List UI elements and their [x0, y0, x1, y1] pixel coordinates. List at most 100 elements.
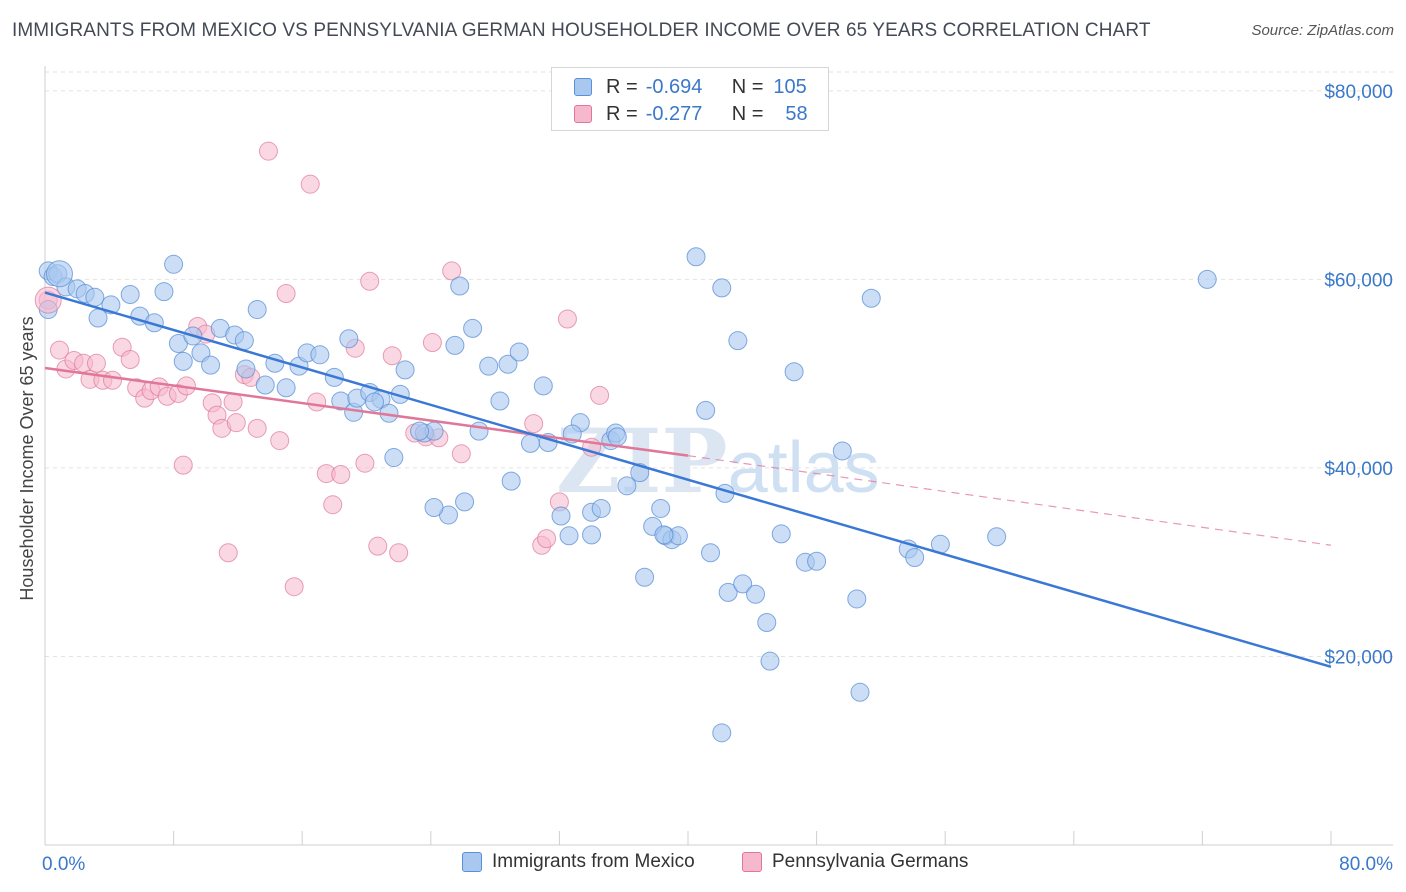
data-point-mexico	[718, 582, 738, 602]
legend-row-pa-germans: R = -0.277 N = 58	[574, 101, 808, 127]
data-point-pa-germans	[442, 261, 462, 281]
legend-r-label: R =	[606, 102, 638, 125]
data-point-mexico	[410, 421, 430, 441]
data-point-pa-germans	[218, 543, 238, 563]
data-point-pa-germans	[355, 453, 375, 473]
chart-source: Source: ZipAtlas.com	[1251, 22, 1394, 39]
data-point-pa-germans	[307, 392, 327, 412]
data-point-pa-germans	[590, 385, 610, 405]
data-point-pa-germans	[360, 271, 380, 291]
chart-title: IMMIGRANTS FROM MEXICO VS PENNSYLVANIA G…	[12, 20, 1151, 41]
data-point-mexico	[236, 359, 256, 379]
legend-n-value-pa-germans: 58	[785, 102, 808, 125]
data-point-mexico	[247, 300, 267, 320]
data-point-pa-germans	[270, 431, 290, 451]
legend-n-value-mexico: 105	[773, 75, 807, 98]
data-point-pa-germans	[382, 346, 402, 366]
series-legend-item-pa-germans[interactable]: Pennsylvania Germans	[742, 851, 968, 873]
data-point-mexico	[701, 543, 721, 563]
data-point-mexico	[733, 574, 753, 594]
data-point-mexico	[757, 613, 777, 633]
data-point-mexico	[861, 288, 881, 308]
data-point-mexico	[498, 354, 518, 374]
data-point-mexico	[450, 276, 470, 296]
data-point-mexico	[784, 362, 804, 382]
legend-n-label: N =	[731, 75, 764, 98]
data-point-pa-germans	[537, 529, 557, 549]
data-point-mexico	[310, 345, 330, 365]
data-point-pa-germans	[258, 141, 278, 161]
data-point-pa-germans	[120, 350, 140, 370]
data-point-mexico	[173, 351, 193, 371]
data-point-mexico	[607, 427, 627, 447]
data-point-mexico	[771, 524, 791, 544]
data-point-mexico	[850, 682, 870, 702]
data-point-mexico	[832, 441, 852, 461]
data-point-mexico	[455, 492, 475, 512]
data-point-mexico	[1197, 269, 1217, 289]
data-point-mexico	[85, 287, 105, 307]
data-point-pa-germans	[389, 543, 409, 563]
data-point-mexico	[365, 392, 385, 412]
data-point-mexico	[551, 506, 571, 526]
legend-swatch-pa-germans	[574, 105, 592, 123]
data-point-pa-germans	[331, 465, 351, 485]
data-point-mexico	[395, 360, 415, 380]
data-point-pa-germans	[284, 577, 304, 597]
data-point-mexico	[696, 400, 716, 420]
data-point-pa-germans	[49, 340, 69, 360]
data-point-mexico	[509, 342, 529, 362]
legend-r-value-pa-germans: -0.277	[645, 102, 703, 125]
series-legend: Immigrants from Mexico Pennsylvania Germ…	[0, 851, 1406, 877]
data-point-mexico	[807, 551, 827, 571]
y-tick-label: $80,000	[1324, 82, 1393, 103]
correlation-legend: R = -0.694 N = 105 R = -0.277 N = 58	[551, 67, 829, 131]
x-tick-label: 0.0%	[42, 854, 85, 875]
legend-swatch-mexico	[574, 78, 592, 96]
data-point-mexico	[501, 471, 521, 491]
data-point-pa-germans	[368, 536, 388, 556]
data-point-mexico	[164, 254, 184, 274]
trend-line-pa-germans-extension	[687, 455, 1332, 546]
data-point-mexico	[712, 278, 732, 298]
data-point-mexico	[651, 498, 671, 518]
data-point-pa-germans	[422, 333, 442, 353]
data-point-mexico	[905, 547, 925, 567]
data-point-pa-germans	[451, 444, 471, 464]
data-point-mexico	[463, 318, 483, 338]
data-point-mexico	[654, 525, 674, 545]
data-point-mexico	[424, 498, 444, 518]
data-point-pa-germans	[276, 284, 296, 304]
legend-n-label: N =	[731, 102, 764, 125]
data-point-mexico	[479, 356, 499, 376]
data-point-mexico	[276, 378, 296, 398]
x-tick-label: 80.0%	[1339, 854, 1393, 875]
data-point-pa-germans	[226, 413, 246, 433]
y-axis-label: Householder Income Over 65 years	[17, 316, 37, 600]
data-point-mexico	[88, 308, 108, 328]
data-point-mexico	[686, 247, 706, 267]
series-legend-item-mexico[interactable]: Immigrants from Mexico	[462, 851, 695, 873]
data-point-mexico	[728, 331, 748, 351]
data-point-pa-germans	[247, 418, 267, 438]
data-point-mexico	[712, 723, 732, 743]
data-point-pa-germans	[323, 495, 343, 515]
data-point-mexico	[746, 584, 766, 604]
data-point-mexico	[201, 355, 221, 375]
data-point-mexico	[559, 526, 579, 546]
data-point-pa-germans	[524, 414, 544, 434]
data-point-mexico	[520, 433, 540, 453]
data-point-mexico	[154, 282, 174, 302]
data-point-mexico	[384, 448, 404, 468]
series-legend-label-pa-germans: Pennsylvania Germans	[772, 851, 969, 872]
data-point-mexico	[255, 375, 275, 395]
data-point-mexico	[760, 651, 780, 671]
data-point-pa-germans	[173, 455, 193, 475]
data-point-mexico	[591, 498, 611, 518]
data-point-mexico	[847, 589, 867, 609]
data-point-mexico	[533, 376, 553, 396]
data-point-mexico	[45, 260, 73, 288]
data-point-mexico	[617, 476, 637, 496]
series-swatch-mexico	[462, 852, 482, 872]
